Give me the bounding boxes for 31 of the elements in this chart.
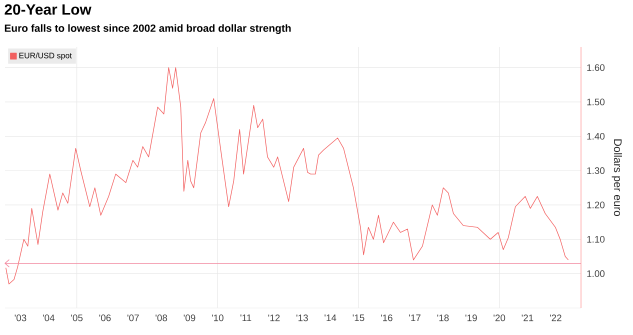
y-tick-label: 1.20 xyxy=(587,202,605,208)
x-tick-label: '09 xyxy=(184,314,196,322)
x-tick-label: '11 xyxy=(240,314,252,322)
x-tick-label: '18 xyxy=(437,314,449,322)
chart-subtitle: Euro falls to lowest since 2002 amid broad dollar strength xyxy=(4,24,291,34)
x-tick-label: '08 xyxy=(156,314,168,322)
y-tick-label: 1.50 xyxy=(587,98,605,106)
x-tick-label: '10 xyxy=(212,314,224,322)
x-tick-label: '06 xyxy=(99,314,111,322)
x-tick-label: '20 xyxy=(494,314,506,322)
y-axis-title: Dollars per euro xyxy=(612,139,622,216)
x-tick-label: '03 xyxy=(14,314,26,322)
x-tick-label: '05 xyxy=(71,314,83,322)
x-tick-label: '21 xyxy=(522,314,534,322)
y-tick-label: 1.30 xyxy=(587,167,605,174)
x-tick-label: '07 xyxy=(127,314,139,322)
line-series xyxy=(5,67,569,284)
chart-title: 20-Year Low xyxy=(4,4,92,15)
x-tick-label: '13 xyxy=(296,314,308,322)
x-tick-label: '22 xyxy=(550,314,562,322)
y-tick-label: 1.00 xyxy=(587,270,605,278)
x-tick-label: '14 xyxy=(324,314,336,322)
x-tick-label: '16 xyxy=(380,314,392,322)
y-tick-label: 1.60 xyxy=(587,64,605,71)
x-tick-label: '12 xyxy=(268,314,280,322)
x-tick-label: '17 xyxy=(409,314,421,322)
y-tick-label: 1.40 xyxy=(587,132,605,140)
y-tick-label: 1.10 xyxy=(587,236,605,243)
x-tick-label: '15 xyxy=(352,314,364,322)
x-tick-label: '04 xyxy=(42,314,55,322)
x-tick-label: '19 xyxy=(465,314,477,322)
